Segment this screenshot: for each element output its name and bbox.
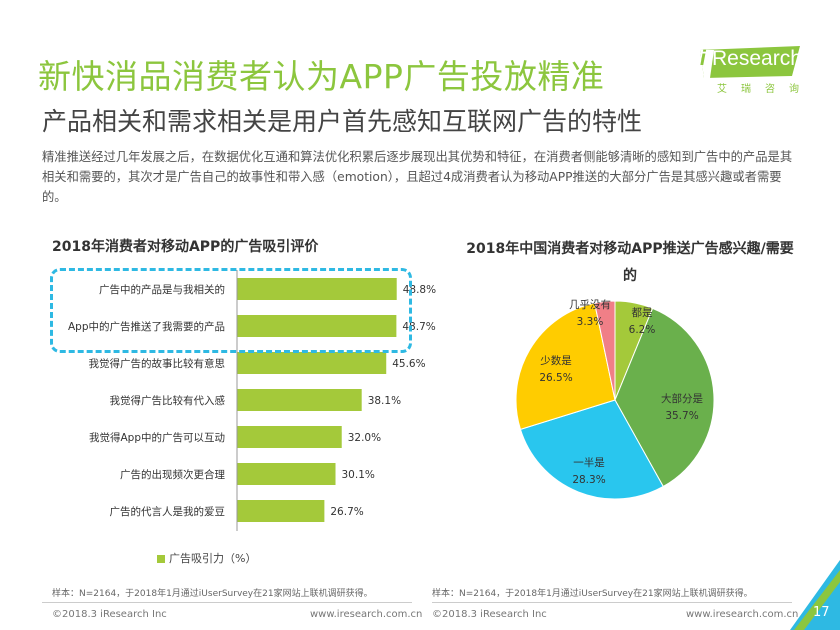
- legend-label: 广告吸引力（%）: [169, 552, 257, 565]
- bar: [237, 463, 336, 485]
- bar: [237, 426, 342, 448]
- pie-slice: [515, 302, 616, 431]
- pie-value-label: 6.2%: [629, 324, 656, 336]
- pie-slice-label: 大部分是: [661, 392, 703, 405]
- pie-slice-label: 一半是: [573, 456, 605, 469]
- bar-category-label: 我觉得广告比较有代入感: [110, 394, 226, 407]
- legend-swatch: [157, 555, 165, 563]
- bar-value-label: 38.1%: [368, 395, 401, 407]
- bar-value-label: 30.1%: [342, 469, 375, 481]
- footer-url-right[interactable]: www.iresearch.com.cn: [686, 609, 799, 620]
- pie-value-label: 26.5%: [539, 372, 572, 384]
- footer-copyright-right: ©2018.3 iResearch Inc: [432, 609, 547, 620]
- bar-legend: 广告吸引力（%）: [157, 550, 256, 566]
- footer-url-left[interactable]: www.iresearch.com.cn: [310, 609, 423, 620]
- footer-divider-left: [42, 602, 412, 603]
- corner-decoration: [790, 560, 840, 630]
- page-title: 新快消品消费者认为APP广告投放精准: [38, 57, 605, 96]
- pie-chart-title: 2018年中国消费者对移动APP推送广告感兴趣/需要的: [466, 241, 794, 284]
- pie-slice-label: 都是: [632, 307, 653, 319]
- pie-slice: [519, 399, 664, 500]
- intro-paragraph: 精准推送经过几年发展之后，在数据优化互通和算法优化积累后逐步展现出其优势和特征，…: [42, 150, 793, 204]
- footer-copyright-left: ©2018.3 iResearch Inc: [52, 609, 167, 620]
- logo-subtitle: 艾瑞咨询: [717, 84, 813, 95]
- bar: [237, 389, 362, 411]
- bar-value-label: 32.0%: [348, 432, 381, 444]
- bar-value-label: 26.7%: [330, 506, 363, 518]
- bar: [237, 278, 397, 300]
- pie-value-label: 28.3%: [572, 474, 605, 486]
- source-left: 样本：N=2164，于2018年1月通过iUserSurvey在21家网站上联机…: [52, 589, 373, 599]
- bar: [237, 315, 397, 337]
- bar: [237, 352, 387, 374]
- pie-slice: [594, 300, 616, 401]
- footer-divider-right: [432, 602, 792, 603]
- pie-value-label: 35.7%: [665, 410, 698, 422]
- pie-value-label: 3.3%: [577, 316, 604, 328]
- source-right: 样本：N=2164，于2018年1月通过iUserSurvey在21家网站上联机…: [432, 589, 753, 599]
- bar-category-label: 广告中的产品是与我相关的: [99, 283, 225, 296]
- bar-category-label: 我觉得广告的故事比较有意思: [89, 357, 226, 370]
- bar-chart: 广告中的产品是与我相关的 48.8%App中的广告推送了我需要的产品 48.7%我觉…: [68, 270, 436, 531]
- bar-category-label: 我觉得App中的广告可以互动: [89, 431, 225, 444]
- bar-chart-title: 2018年消费者对移动APP的广告吸引评价: [52, 239, 319, 255]
- bar-category-label: 广告的出现频次更合理: [120, 468, 225, 481]
- logo-text: Research: [712, 47, 802, 70]
- logo-i: i: [700, 47, 706, 70]
- page-number: 17: [813, 605, 830, 620]
- bar-value-label: 45.6%: [392, 358, 425, 370]
- bar: [237, 500, 325, 522]
- pie-chart: 都是 6.2% 大部分是 35.7% 一半是 28.3% 少数是 26.5% 几乎没有 3.3%: [515, 298, 715, 500]
- bar-category-label: App中的广告推送了我需要的产品: [68, 320, 225, 333]
- pie-slice-label: 几乎没有: [569, 298, 611, 311]
- highlight-box: [50, 268, 412, 353]
- bar-category-label: 广告的代言人是我的爱豆: [110, 505, 226, 518]
- iresearch-logo: [700, 46, 800, 78]
- pie-slice-label: 少数是: [540, 354, 572, 367]
- page-subtitle: 产品相关和需求相关是用户首先感知互联网广告的特性: [42, 107, 643, 136]
- pie-slice: [614, 307, 715, 488]
